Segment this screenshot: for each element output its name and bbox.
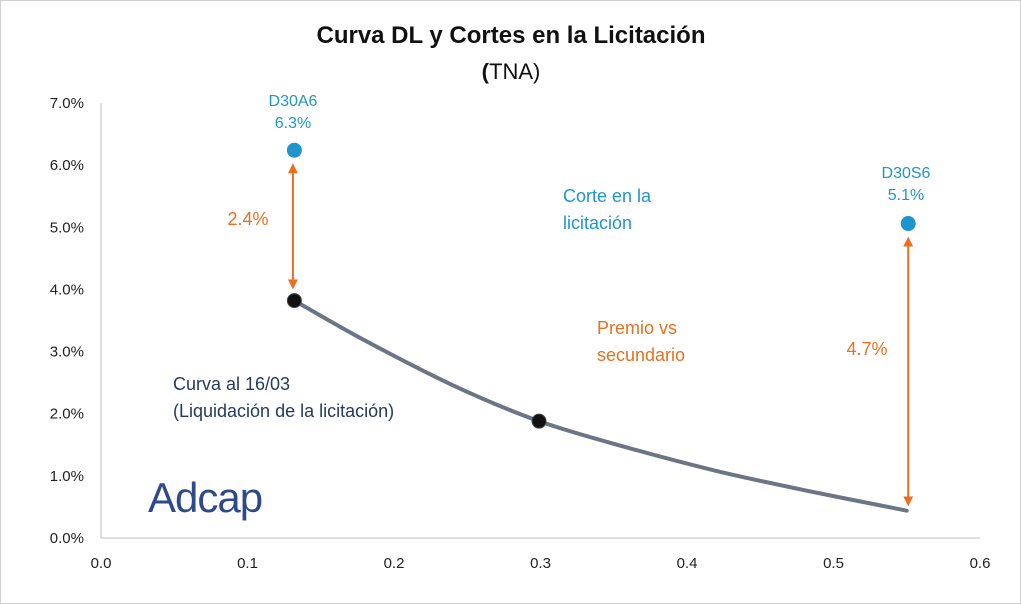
curva-annotation-line1: Curva al 16/03 <box>173 374 290 394</box>
auction-point-d30a6 <box>286 142 302 158</box>
curva-annotation-line2: (Liquidación de la licitación) <box>173 401 394 421</box>
x-tick-label: 0.1 <box>237 555 258 572</box>
y-tick-label: 6.0% <box>50 157 84 174</box>
arrow-label-d30s6: 4.7% <box>846 339 887 359</box>
y-tick-label: 1.0% <box>50 468 84 485</box>
x-tick-label: 0.2 <box>384 555 405 572</box>
y-tick-label: 2.0% <box>50 406 84 423</box>
marks-layer <box>286 142 916 513</box>
curve-point <box>531 413 547 429</box>
x-tick-label: 0.5 <box>823 555 844 572</box>
d30a6-value-label: 6.3% <box>275 115 311 132</box>
x-tick-label: 0.3 <box>530 555 551 572</box>
y-tick-label: 5.0% <box>50 219 84 236</box>
subtitle-text: TNA) <box>489 59 540 84</box>
d30s6-label: D30S6 <box>882 165 931 182</box>
chart-subtitle: (TNA) <box>482 59 541 84</box>
x-tick-label: 0.4 <box>677 555 698 572</box>
chart-title: Curva DL y Cortes en la Licitación <box>316 22 705 49</box>
premio-annotation-line1: Premio vs <box>597 318 677 338</box>
x-tick-label: 0.6 <box>970 555 991 572</box>
x-tick-label: 0.0 <box>91 555 112 572</box>
auction-point-d30s6 <box>900 216 916 232</box>
d30s6-value-label: 5.1% <box>888 187 924 204</box>
arrow-label-d30a6: 2.4% <box>227 209 268 229</box>
subtitle-paren: ( <box>482 59 490 84</box>
y-tick-label: 7.0% <box>50 95 84 112</box>
d30a6-label: D30A6 <box>269 93 318 110</box>
premio-annotation-line2: secundario <box>597 345 685 365</box>
y-tick-label: 4.0% <box>50 281 84 298</box>
y-tick-label: 0.0% <box>50 530 84 547</box>
corte-annotation-line2: licitación <box>563 213 632 233</box>
curve-point <box>286 293 302 309</box>
curve-line <box>292 298 909 513</box>
tick-layer: 0.0% 1.0% 2.0% 3.0% 4.0% 5.0% 6.0% 7.0% 0.0 0.1 0.… <box>50 95 991 572</box>
corte-annotation-line1: Corte en la <box>563 186 652 206</box>
adcap-logo: Adcap <box>148 474 262 521</box>
y-tick-label: 3.0% <box>50 344 84 361</box>
